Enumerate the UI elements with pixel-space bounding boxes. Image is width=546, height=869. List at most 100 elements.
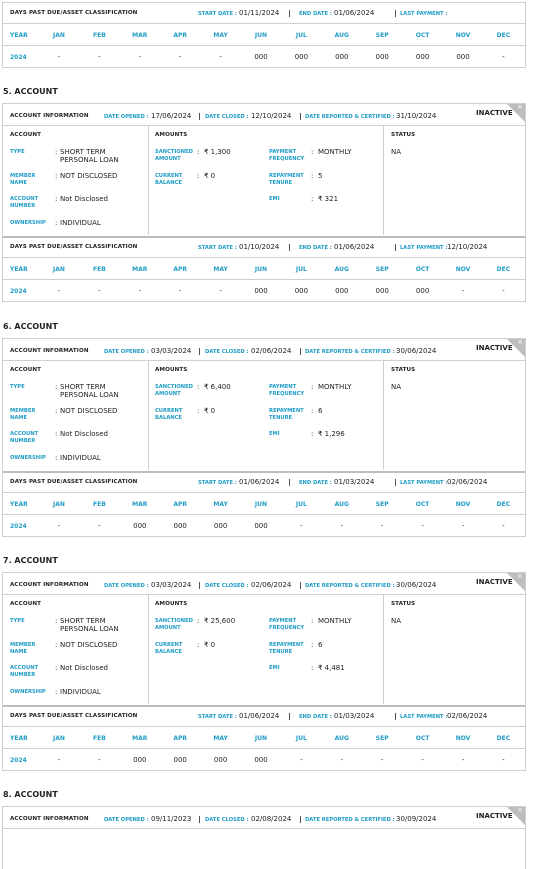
- month-header: JUL: [295, 32, 307, 39]
- month-header: JUN: [254, 501, 268, 508]
- dpd-cell: 000: [173, 522, 187, 530]
- closed-date: 12/10/2024: [251, 112, 292, 120]
- month-header: YEAR: [10, 32, 28, 39]
- month-header: JAN: [53, 501, 65, 508]
- divider: [3, 471, 525, 473]
- amount-label: PAYMENT FREQUENCY: [269, 618, 305, 631]
- reported-date: 30/06/2024: [396, 581, 437, 589]
- dpd-cell: -: [57, 53, 61, 61]
- status-value: NA: [391, 617, 402, 625]
- divider: [148, 360, 149, 470]
- amount-label: EMI: [269, 196, 280, 202]
- dpd-box: DAYS PAST DUE/ASSET CLASSIFICATION START …: [2, 2, 526, 68]
- amount-value: 6: [318, 641, 323, 649]
- field-label: ACCOUNT NUMBER: [10, 665, 39, 678]
- end-label: END DATE: [299, 245, 332, 251]
- month-header: JUL: [295, 501, 307, 508]
- divider: [3, 594, 525, 595]
- month-header: NOV: [455, 32, 471, 39]
- month-header: MAY: [213, 266, 228, 273]
- amount-value: ₹ 0: [204, 172, 216, 180]
- amount-label: SANCTIONED AMOUNT: [155, 384, 193, 397]
- divider: [3, 726, 525, 727]
- dpd-cell: -: [138, 287, 142, 295]
- field-value: INDIVIDUAL: [60, 688, 101, 696]
- colon: [197, 172, 199, 180]
- amount-value: ₹ 6,400: [204, 383, 231, 391]
- colon: [55, 430, 57, 438]
- field-label: TYPE: [10, 384, 25, 390]
- dpd-cell: 000: [335, 287, 349, 295]
- amount-value: ₹ 0: [204, 641, 216, 649]
- account-heading: 5. ACCOUNT: [3, 87, 58, 96]
- field-label: ACCOUNT NUMBER: [10, 431, 39, 444]
- month-header: DEC: [496, 501, 511, 508]
- field-label: TYPE: [10, 149, 25, 155]
- colon: [311, 617, 313, 625]
- dpd-cell: -: [300, 522, 303, 530]
- dpd-cell: 2024: [10, 523, 27, 530]
- status-badge: INACTIVE: [476, 812, 513, 820]
- field-label: OWNERSHIP: [10, 220, 46, 226]
- month-header: OCT: [415, 501, 430, 508]
- corner: [507, 339, 525, 357]
- account-box: ACCOUNT INFORMATION DATE OPENED03/03/2024…: [2, 338, 526, 537]
- divider: [3, 23, 525, 24]
- field-value: SHORT TERM PERSONAL LOAN: [60, 617, 119, 633]
- month-header: APR: [173, 735, 188, 742]
- account-heading: 8. ACCOUNT: [3, 790, 58, 799]
- dpd-cell: 000: [456, 53, 470, 61]
- month-header: APR: [173, 32, 188, 39]
- colon: [197, 407, 199, 415]
- colon: [55, 454, 57, 462]
- info-title: ACCOUNT INFORMATION: [10, 816, 89, 822]
- amount-label: REPAYMENT TENURE: [269, 642, 304, 655]
- month-header: SEP: [375, 501, 389, 508]
- dpd-cell: 000: [335, 53, 349, 61]
- dpd-cell: 000: [415, 287, 430, 295]
- colon: [311, 195, 313, 203]
- last-label: LAST PAYMENT: [400, 245, 447, 251]
- start-date: 01/06/2024: [239, 478, 280, 486]
- field-label: MEMBER NAME: [10, 642, 36, 655]
- colon: [311, 383, 313, 391]
- colon: [311, 664, 313, 672]
- month-header: FEB: [93, 32, 106, 39]
- start-label: START DATE: [198, 714, 237, 720]
- info-title: ACCOUNT INFORMATION: [10, 582, 89, 588]
- separator: [300, 348, 301, 355]
- dpd-cell: 000: [133, 756, 147, 764]
- dpd-cell: 000: [254, 287, 268, 295]
- account-box: ACCOUNT INFORMATION DATE OPENED09/11/2023…: [2, 806, 526, 869]
- info-title: ACCOUNT INFORMATION: [10, 348, 89, 354]
- corner-close: ×: [517, 338, 523, 346]
- account-box: ACCOUNT INFORMATION DATE OPENED17/06/2024…: [2, 103, 526, 302]
- colon: [311, 641, 313, 649]
- colon: [55, 641, 57, 649]
- amount-value: ₹ 321: [318, 195, 339, 203]
- panel-title: ACCOUNT: [10, 367, 42, 373]
- end-label: END DATE: [299, 714, 332, 720]
- closed-date: 02/08/2024: [251, 815, 292, 823]
- dpd-cell: -: [57, 756, 61, 764]
- start-label: START DATE: [198, 11, 237, 17]
- dpd-cell: -: [421, 522, 424, 530]
- divider: [3, 828, 525, 829]
- separator: [300, 582, 301, 589]
- dpd-cell: -: [461, 522, 465, 530]
- colon: [55, 617, 57, 625]
- dpd-cell: -: [461, 756, 465, 764]
- month-header: NOV: [455, 735, 471, 742]
- dpd-cell: 000: [254, 53, 268, 61]
- panel-title: AMOUNTS: [155, 601, 188, 607]
- dpd-title: DAYS PAST DUE/ASSET CLASSIFICATION: [10, 244, 138, 250]
- divider: [3, 360, 525, 361]
- colon: [197, 617, 199, 625]
- month-header: AUG: [334, 501, 349, 508]
- panel-title: AMOUNTS: [155, 132, 188, 138]
- month-header: YEAR: [10, 266, 28, 273]
- dpd-cell: -: [98, 756, 101, 764]
- closed-label: DATE CLOSED: [205, 583, 249, 589]
- opened-date: 17/06/2024: [151, 112, 192, 120]
- divider: [3, 705, 525, 707]
